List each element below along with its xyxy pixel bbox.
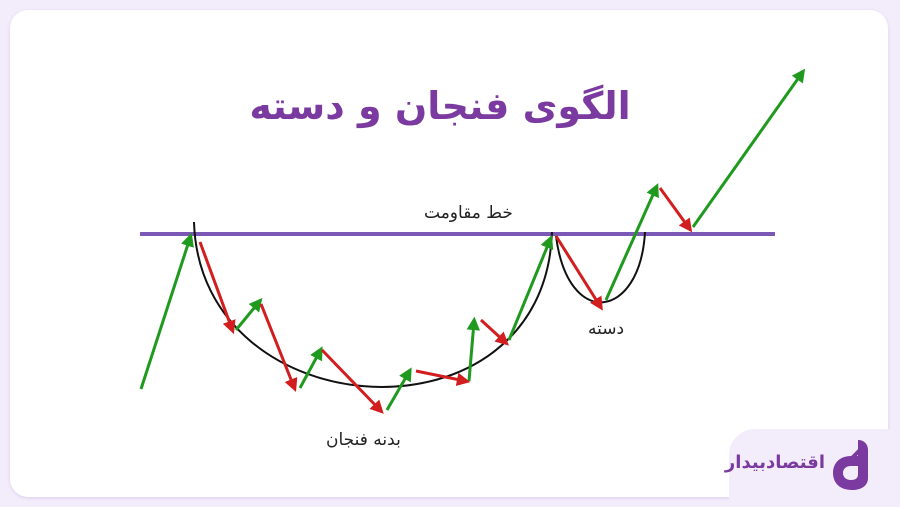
down-arrows	[198, 187, 693, 414]
up-arrow	[507, 235, 554, 341]
up-arrows	[139, 68, 806, 411]
up-arrow	[385, 367, 412, 411]
brand-logo: اقتصادبیدار	[725, 438, 880, 494]
up-arrow	[298, 346, 323, 389]
up-arrow	[691, 68, 806, 228]
down-arrow	[554, 235, 603, 311]
corner-notch	[729, 429, 900, 507]
up-arrow	[234, 297, 263, 331]
cup-curve	[193, 221, 553, 388]
down-arrow	[320, 348, 384, 414]
down-arrow	[479, 318, 509, 346]
handle-label: دسته	[588, 319, 625, 339]
page-title: الگوی فنجان و دسته	[249, 84, 631, 128]
eqtesad-bidar-logo-icon	[833, 440, 868, 490]
resistance-label: خط مقاومت	[424, 203, 513, 223]
down-arrow	[415, 369, 471, 386]
handle-curve	[555, 231, 646, 304]
up-arrow	[139, 232, 194, 390]
up-arrow	[466, 316, 481, 382]
up-arrow	[604, 183, 659, 301]
down-arrow	[259, 303, 298, 393]
down-arrow	[658, 187, 693, 233]
cup-body-label: بدنه فنجان	[326, 430, 401, 450]
down-arrow	[198, 241, 236, 335]
content-card	[10, 10, 888, 497]
brand-name: اقتصادبیدار	[724, 452, 825, 473]
